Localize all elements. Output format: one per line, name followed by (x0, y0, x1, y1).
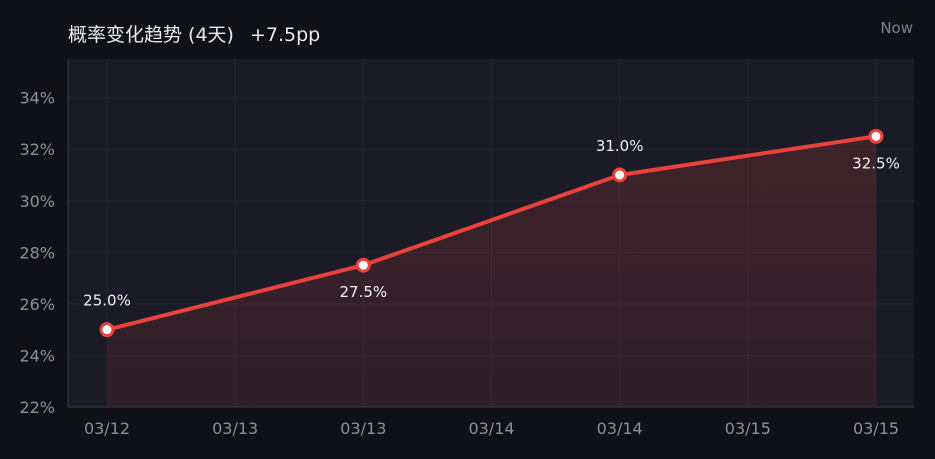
y-tick-label: 32% (19, 140, 55, 159)
y-tick-label: 34% (19, 89, 55, 108)
y-tick-label: 22% (19, 398, 55, 417)
change-delta: +7.5pp (249, 24, 321, 46)
data-label: 27.5% (340, 283, 388, 301)
y-tick-label: 24% (19, 346, 55, 365)
x-tick-label: 03/15 (725, 419, 771, 438)
x-tick-label: 03/13 (212, 419, 258, 438)
x-tick-label: 03/14 (597, 419, 643, 438)
y-tick-label: 30% (19, 192, 55, 211)
data-point (868, 128, 884, 144)
series-area (107, 136, 876, 408)
data-point (612, 167, 628, 183)
x-tick-label: 03/13 (340, 419, 386, 438)
x-tick-label: 03/15 (853, 419, 899, 438)
data-point (355, 257, 371, 273)
data-label: 32.5% (852, 154, 900, 172)
series-line (105, 134, 878, 332)
x-tick-label: 03/14 (468, 419, 514, 438)
x-tick-label: 03/12 (84, 419, 130, 438)
y-tick-label: 26% (19, 295, 55, 314)
chart-title-text: 概率变化趋势 (4天) (68, 24, 234, 46)
data-label: 25.0% (83, 292, 131, 310)
data-point (99, 322, 115, 338)
now-label: Now (880, 19, 913, 37)
y-tick-label: 28% (19, 243, 55, 262)
data-label: 31.0% (596, 137, 644, 155)
chart-title: 概率变化趋势 (4天) +7.5pp (68, 20, 320, 47)
